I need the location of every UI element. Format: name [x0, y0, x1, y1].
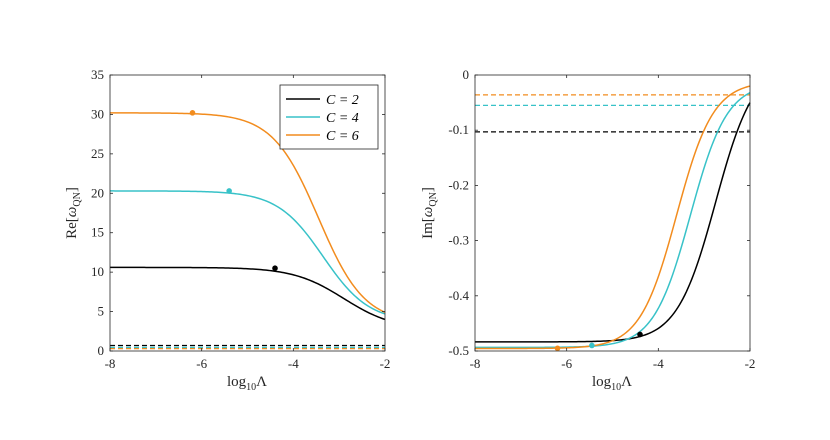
series-markers [554, 331, 643, 352]
y-ticks: 0 5 10 15 20 25 30 35 [91, 67, 385, 358]
y-tick-label: -0.1 [448, 122, 469, 137]
series-marker [226, 188, 232, 194]
y-tick-label: 5 [98, 304, 105, 319]
x-ticks: -8 -6 -4 -2 [470, 75, 756, 371]
y-tick-label: 0 [463, 67, 470, 82]
axes-box-right [474, 74, 751, 352]
y-tick-label: 25 [91, 146, 104, 161]
y-ticks: -0.5 -0.4 -0.3 -0.2 -0.1 0 [448, 67, 750, 358]
y-tick-label: -0.5 [448, 343, 469, 358]
asymptote-lines [475, 94, 750, 133]
series-lines [475, 85, 751, 350]
series-marker [589, 342, 595, 349]
legend-label-c6: C = 6 [326, 129, 359, 144]
x-tick-label: -6 [561, 356, 572, 371]
series-line [475, 85, 751, 350]
x-ticks: -8 -6 -4 -2 [105, 75, 391, 371]
legend-label-c4: C = 4 [326, 111, 359, 126]
series-line [110, 266, 386, 321]
y-axis-label-left: Re[ωQN] [64, 187, 83, 239]
series-lines [109, 112, 386, 321]
panel-right: -8 -6 -4 -2 -0.5 -0.4 -0.3 -0.2 -0.1 0 log10Λ Im… [420, 67, 755, 393]
y-tick-label: 10 [91, 264, 104, 279]
x-tick-label: -8 [470, 356, 481, 371]
legend: C = 2 C = 4 C = 6 [279, 84, 379, 150]
y-tick-label: 30 [91, 106, 104, 121]
y-tick-label: 15 [91, 225, 104, 240]
x-axis-label-left: log10Λ [227, 374, 267, 393]
panel-left: -8 -6 -4 -2 0 5 10 15 20 25 30 35 C = 2 C = 4 C = … [64, 67, 390, 393]
x-tick-label: -4 [653, 356, 664, 371]
y-tick-label: -0.3 [448, 233, 469, 248]
x-tick-label: -6 [196, 356, 207, 371]
x-tick-label: -2 [745, 356, 756, 371]
axes-box-left [109, 74, 386, 352]
series-marker [637, 331, 643, 338]
y-tick-label: 35 [91, 67, 104, 82]
series-line [110, 190, 386, 315]
y-tick-label: 0 [98, 343, 105, 358]
series-line [475, 92, 751, 349]
x-tick-label: -4 [288, 356, 299, 371]
y-tick-label: -0.4 [448, 288, 469, 303]
series-markers [189, 110, 278, 272]
x-tick-label: -8 [105, 356, 116, 371]
series-marker [189, 110, 196, 116]
y-axis-label-right: Im[ωQN] [420, 187, 439, 239]
x-tick-label: -2 [380, 356, 391, 371]
series-marker [272, 265, 278, 272]
y-tick-label: -0.2 [448, 177, 469, 192]
asymptote-lines [110, 344, 385, 350]
series-line [109, 112, 386, 314]
series-marker [554, 345, 561, 352]
legend-label-c2: C = 2 [326, 93, 359, 108]
plot-area-right [475, 75, 750, 351]
x-axis-label-right: log10Λ [592, 374, 632, 393]
y-tick-label: 20 [91, 185, 104, 200]
